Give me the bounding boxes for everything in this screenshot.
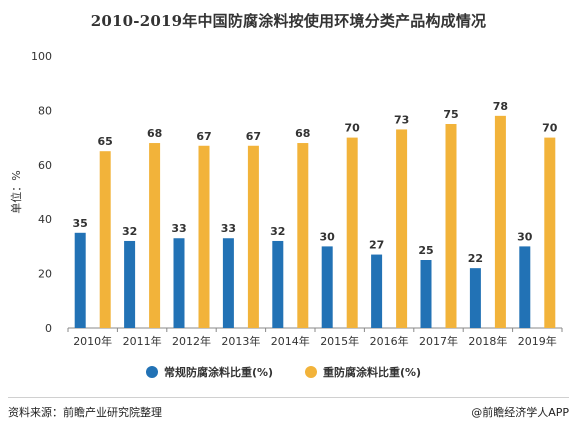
y-tick-label: 0 (45, 322, 52, 335)
data-label: 75 (443, 108, 458, 121)
x-tick-label: 2016年 (370, 334, 409, 348)
y-tick-label: 20 (38, 268, 52, 281)
x-tick-label: 2013年 (221, 334, 260, 348)
legend-marker-conventional (146, 366, 158, 378)
data-label: 35 (73, 217, 88, 230)
data-label: 68 (295, 127, 310, 140)
chart-title: 2010-2019年中国防腐涂料按使用环境分类产品构成情况 (90, 12, 487, 30)
data-label: 78 (493, 100, 508, 113)
data-label: 70 (345, 122, 361, 135)
x-tick-label: 2011年 (123, 334, 162, 348)
y-axis-label: 单位：% (9, 170, 23, 213)
bar-conventional (321, 246, 333, 328)
y-tick-label: 60 (38, 159, 52, 172)
footer-divider (8, 397, 569, 398)
data-label: 67 (196, 130, 211, 143)
bar-conventional (420, 260, 432, 328)
bar-heavy-duty (297, 143, 309, 328)
data-label: 70 (542, 122, 558, 135)
bar-conventional (124, 240, 136, 328)
legend-label-heavy-duty: 重防腐涂料比重(%) (323, 365, 421, 379)
bar-heavy-duty (149, 143, 161, 328)
data-label: 32 (122, 225, 137, 238)
bar-heavy-duty (346, 137, 358, 328)
y-tick-label: 40 (38, 213, 52, 226)
x-tick-label: 2015年 (320, 334, 359, 348)
bar-heavy-duty (99, 151, 111, 328)
bar-heavy-duty (247, 145, 259, 328)
bar-conventional (74, 232, 86, 328)
bar-heavy-duty (445, 124, 457, 328)
bar-heavy-duty (494, 115, 506, 328)
bar-heavy-duty (396, 129, 408, 328)
data-label: 25 (418, 244, 433, 257)
data-label: 73 (394, 113, 409, 126)
bar-heavy-duty (198, 145, 210, 328)
data-label: 30 (320, 230, 336, 243)
x-tick-label: 2017年 (419, 334, 458, 348)
bar-conventional (371, 254, 383, 328)
data-label: 30 (517, 230, 533, 243)
x-tick-label: 2018年 (468, 334, 507, 348)
data-label: 33 (171, 222, 186, 235)
legend-marker-heavy-duty (305, 366, 317, 378)
data-label: 67 (246, 130, 261, 143)
bar-conventional (173, 238, 185, 328)
x-tick-label: 2014年 (271, 334, 310, 348)
data-label: 68 (147, 127, 162, 140)
bar-heavy-duty (544, 137, 556, 328)
x-tick-label: 2012年 (172, 334, 211, 348)
y-tick-label: 80 (38, 104, 52, 117)
source-note: 资料来源：前瞻产业研究院整理 (8, 406, 162, 419)
data-label: 32 (270, 225, 285, 238)
bar-conventional (469, 268, 481, 328)
bar-conventional (272, 240, 284, 328)
brand-credit: @前瞻经济学人APP (471, 406, 569, 419)
legend-label-conventional: 常规防腐涂料比重(%) (164, 365, 273, 379)
data-label: 65 (98, 135, 113, 148)
x-tick-label: 2010年 (73, 334, 112, 348)
bar-chart: 单位：% 0 20 40 60 80 100 2010年 35 65 2011年 32 68 2012年 3… (9, 50, 563, 379)
bar-conventional (519, 246, 531, 328)
data-label: 27 (369, 239, 384, 252)
y-tick-label: 100 (31, 50, 52, 63)
data-label: 33 (221, 222, 236, 235)
x-tick-label: 2019年 (518, 334, 557, 348)
data-label: 22 (468, 252, 483, 265)
bar-conventional (222, 238, 234, 328)
